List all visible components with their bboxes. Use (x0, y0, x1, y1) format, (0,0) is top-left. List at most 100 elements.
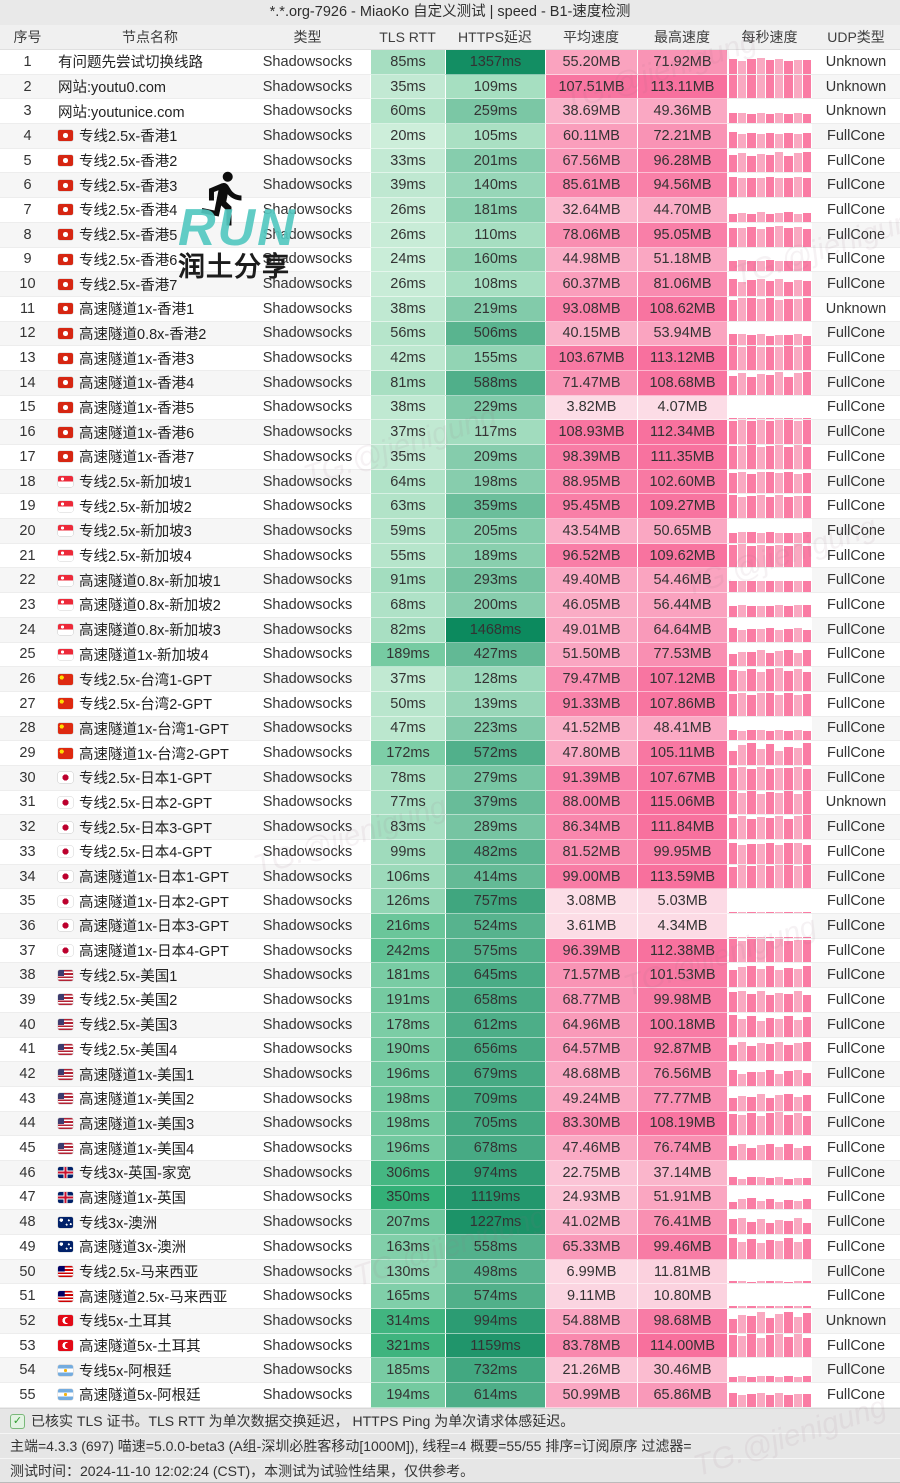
speed-bar (738, 670, 747, 691)
speed-bar (793, 1042, 802, 1062)
table-row: 26 专线2.5x-台湾1-GPT Shadowsocks 37ms 128ms 79.4… (0, 667, 900, 692)
max-speed-cell: 109.62MB (637, 543, 727, 569)
speed-bar (738, 793, 747, 815)
cell-node-name: 专线2.5x-台湾2-GPT (55, 691, 245, 717)
table-row: 7 专线2.5x-香港4 Shadowsocks 26ms 181ms 32.64MB 44… (0, 198, 900, 223)
cell-node-name: 专线2.5x-美国4 (55, 1037, 245, 1063)
speed-bar (747, 1112, 756, 1136)
speed-bar (802, 1116, 811, 1136)
node-name-label: 高速隧道1x-美国3 (79, 1116, 195, 1133)
max-speed-cell: 11.81MB (637, 1259, 727, 1285)
avg-speed-cell: 49.01MB (545, 617, 637, 643)
cell-type: Shadowsocks (245, 148, 370, 174)
speed-bars-chart (727, 247, 812, 273)
speed-bar (729, 155, 738, 173)
speed-bar (747, 742, 756, 765)
flag-icon-gb (58, 1167, 73, 1179)
speed-bar (802, 1016, 811, 1037)
max-speed-cell: 94.56MB (637, 173, 727, 199)
avg-speed-cell: 41.52MB (545, 716, 637, 742)
speed-bar (738, 133, 747, 148)
speed-bar (784, 260, 793, 272)
speed-bar (802, 936, 811, 938)
speed-bar (775, 751, 784, 765)
table-row: 29 高速隧道1x-台湾2-GPT Shadowsocks 172ms 572ms 47.… (0, 741, 900, 766)
speed-bar (784, 768, 793, 790)
speed-bar (747, 628, 756, 642)
speed-bar (793, 652, 802, 667)
speed-bar (747, 1333, 756, 1358)
speed-bar (793, 153, 802, 173)
cell-node-name: 专线2.5x-香港6 (55, 247, 245, 273)
cell-index: 43 (0, 1086, 55, 1112)
speed-bar (738, 1178, 747, 1185)
speed-bar (784, 177, 793, 198)
udp-type-cell: FullCone (812, 741, 900, 766)
avg-speed-cell: 91.33MB (545, 691, 637, 717)
udp-type-cell: FullCone (812, 321, 900, 347)
speed-bar (784, 472, 793, 494)
avg-speed-cell: 3.82MB (545, 395, 637, 421)
tls-rtt-cell: 172ms (370, 741, 445, 766)
speed-bar (738, 298, 747, 321)
https-latency-cell: 198ms (445, 469, 545, 495)
cell-index: 21 (0, 543, 55, 569)
speed-bar (775, 420, 784, 444)
speed-bar (747, 768, 756, 790)
cell-node-name: 专线3x-澳洲 (55, 1210, 245, 1235)
cell-node-name: 高速隧道5x-土耳其 (55, 1333, 245, 1359)
speed-bar (793, 936, 802, 938)
speed-bar (775, 346, 784, 370)
udp-type-cell: FullCone (812, 1136, 900, 1161)
speed-bar (793, 261, 802, 272)
https-latency-cell: 293ms (445, 568, 545, 594)
max-speed-cell: 56.44MB (637, 593, 727, 618)
max-speed-cell: 92.87MB (637, 1037, 727, 1063)
avg-speed-cell: 83.78MB (545, 1333, 637, 1359)
node-name-label: 专线2.5x-香港5 (79, 228, 178, 245)
avg-speed-cell: 64.57MB (545, 1037, 637, 1063)
cell-type: Shadowsocks (245, 741, 370, 766)
speed-bar (765, 936, 775, 938)
cell-type: Shadowsocks (245, 840, 370, 865)
speed-bar (756, 749, 765, 765)
speed-bar (747, 445, 756, 469)
udp-type-cell: FullCone (812, 1111, 900, 1137)
flag-icon-au (58, 1241, 73, 1253)
flag-icon-us (58, 969, 73, 981)
speed-bar (802, 297, 811, 321)
node-name-label: 高速隧道3x-澳洲 (79, 1240, 187, 1257)
table-row: 52 专线5x-土耳其 Shadowsocks 314ms 994ms 54.88MB 98… (0, 1309, 900, 1334)
speed-bar (765, 730, 775, 741)
cell-index: 9 (0, 247, 55, 273)
node-name-label: 高速隧道1x-美国4 (79, 1141, 195, 1158)
table-row: 25 高速隧道1x-新加坡4 Shadowsocks 189ms 427ms 51.50M… (0, 642, 900, 668)
speed-bar (738, 1281, 747, 1284)
speed-bar (747, 132, 756, 148)
table-row: 37 高速隧道1x-日本4-GPT Shadowsocks 242ms 575ms 96.… (0, 938, 900, 964)
max-speed-cell: 76.41MB (637, 1210, 727, 1235)
speed-bars-chart (727, 222, 812, 248)
node-name-label: 高速隧道1x-香港4 (79, 376, 195, 393)
max-speed-cell: 115.06MB (637, 790, 727, 816)
udp-type-cell: FullCone (812, 617, 900, 643)
udp-type-cell: FullCone (812, 568, 900, 594)
speed-bar (756, 1072, 765, 1086)
speed-bar (784, 228, 793, 247)
speed-bar (793, 495, 802, 519)
speed-bars-chart (727, 1062, 812, 1087)
speed-bar (738, 260, 747, 272)
table-row: 9 专线2.5x-香港6 Shadowsocks 24ms 160ms 44.98MB 51… (0, 247, 900, 273)
cell-type: Shadowsocks (245, 864, 370, 890)
speed-bar (802, 1094, 811, 1111)
speed-bar (765, 940, 775, 963)
speed-bar (784, 746, 793, 765)
tls-rtt-cell: 60ms (370, 99, 445, 125)
speed-bar (756, 1176, 765, 1185)
cell-index: 35 (0, 889, 55, 915)
https-latency-cell: 679ms (445, 1062, 545, 1087)
speed-bar (738, 1199, 747, 1210)
speed-bar (775, 1041, 784, 1062)
avg-speed-cell: 3.08MB (545, 889, 637, 915)
node-name-label: 高速隧道1x-日本3-GPT (79, 919, 229, 936)
